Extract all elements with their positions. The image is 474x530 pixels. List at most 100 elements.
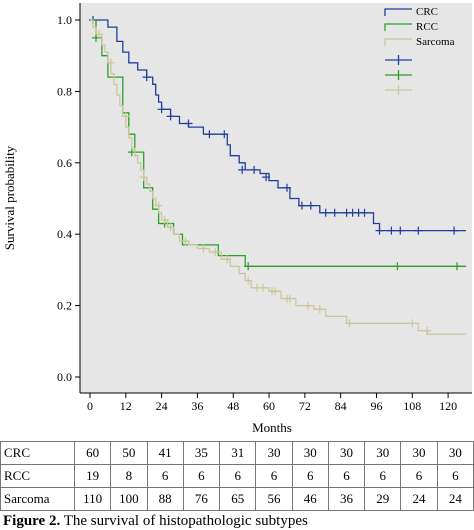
risk-row-rcc: RCC 19 8 6 6 6 6 6 6 6 6 6: [0, 464, 474, 488]
risk-count-cell: 6: [219, 464, 257, 488]
risk-count-cell: 6: [146, 464, 184, 488]
sarcoma-censor-mark: [271, 287, 279, 296]
risk-count-cell: 76: [182, 487, 221, 511]
risk-count-cell: 24: [400, 487, 438, 511]
sarcoma-censor-mark: [160, 215, 169, 224]
figure-caption-label: Figure 2.: [3, 513, 61, 529]
sarcoma-censor-mark: [244, 276, 253, 285]
rcc-legend-label: RCC: [416, 21, 438, 33]
crc-censor-mark: [396, 226, 405, 235]
survival-curves: [89, 16, 466, 335]
risk-count-cell: 31: [219, 441, 257, 465]
figure-caption-text: The survival of histopathologic subtypes: [60, 513, 308, 529]
risk-count-cell: 30: [327, 441, 366, 465]
crc-censor-mark: [262, 173, 271, 182]
risk-count-cell: 110: [73, 487, 112, 511]
sarcoma-censor-mark: [139, 173, 148, 182]
figure-caption: Figure 2. The survival of histopathologi…: [3, 512, 308, 530]
km-survival-chart: 0.0 0.2 0.4 0.6 0.8 1.0 0 12 24 36 48 60 72 84 96 108 12…: [2, 3, 472, 435]
risk-row-label: RCC: [0, 464, 75, 488]
sarcoma-censor-mark: [166, 223, 175, 232]
risk-count-cell: 6: [436, 464, 474, 488]
risk-count-cell: 6: [291, 464, 329, 488]
chart-legend: CRC RCC Sarcoma: [384, 6, 455, 95]
y-tick-label: 0.6: [57, 156, 72, 170]
risk-row-label: Sarcoma: [0, 487, 75, 511]
rcc-survival-curve: [90, 19, 466, 267]
risk-count-cell: 30: [255, 441, 293, 465]
crc-censor-mark: [250, 165, 259, 174]
rcc-legend-swatch: [384, 23, 412, 31]
crc-censor-mark: [387, 226, 396, 235]
sarcoma-censor-mark: [423, 326, 432, 335]
crc-censor-mark: [283, 183, 291, 192]
sarcoma-legend-censor-swatch: [385, 85, 412, 95]
risk-count-cell: 46: [291, 487, 329, 511]
y-tick-label: 0.0: [57, 370, 72, 384]
risk-count-cell: 35: [182, 441, 221, 465]
crc-legend-label: CRC: [416, 6, 438, 18]
risk-count-cell: 30: [436, 441, 474, 465]
risk-count-cell: 88: [146, 487, 184, 511]
risk-row-label: CRC: [0, 441, 75, 465]
crc-censor-mark: [330, 208, 339, 217]
x-tick-label: 36: [191, 399, 203, 413]
rcc-legend-censor-swatch: [385, 70, 412, 80]
risk-count-cell: 56: [255, 487, 293, 511]
y-tick-label: 0.4: [57, 227, 72, 241]
sarcoma-censor-mark: [95, 30, 103, 39]
sarcoma-censor-mark: [315, 305, 324, 314]
x-tick-label: 0: [87, 399, 93, 413]
risk-count-cell: 6: [364, 464, 402, 488]
sarcoma-legend-swatch: [384, 38, 412, 46]
risk-count-cell: 65: [219, 487, 257, 511]
y-tick-label: 0.2: [57, 299, 72, 313]
risk-count-cell: 6: [327, 464, 366, 488]
rcc-censor-mark: [244, 262, 253, 271]
sarcoma-censor-mark: [199, 244, 208, 253]
risk-count-cell: 36: [327, 487, 366, 511]
risk-row-sarcoma: Sarcoma 110 100 88 76 65 56 46 36 29 24 24: [0, 487, 474, 511]
crc-censor-mark: [220, 130, 229, 139]
risk-count-cell: 30: [400, 441, 438, 465]
sarcoma-censor-mark: [259, 283, 268, 292]
crc-censor-mark: [375, 226, 384, 235]
x-tick-label: 12: [120, 399, 132, 413]
risk-count-cell: 8: [110, 464, 148, 488]
sarcoma-censor-mark: [345, 319, 354, 328]
risk-count-cell: 30: [364, 441, 402, 465]
axes: 0.0 0.2 0.4 0.6 0.8 1.0 0 12 24 36 48 60 72 84 96 108 12…: [57, 3, 472, 413]
crc-censor-mark: [414, 226, 423, 235]
crc-censor-mark: [157, 105, 166, 114]
y-tick-label: 1.0: [57, 13, 72, 27]
x-tick-label: 96: [370, 399, 382, 413]
x-tick-label: 60: [263, 399, 275, 413]
crc-censor-mark: [360, 208, 369, 217]
risk-count-cell: 6: [400, 464, 438, 488]
risk-count-cell: 19: [73, 464, 112, 488]
rcc-censor-mark: [453, 262, 461, 271]
risk-count-cell: 29: [364, 487, 402, 511]
x-tick-label: 72: [299, 399, 311, 413]
risk-row-crc: CRC 60 50 41 35 31 30 30 30 30 30 30: [0, 441, 474, 465]
sarcoma-censor-mark: [106, 58, 115, 67]
crc-survival-curve: [90, 19, 466, 232]
crc-censor-mark: [297, 201, 306, 210]
risk-count-cell: 30: [291, 441, 329, 465]
x-tick-label: 24: [156, 399, 168, 413]
crc-censor-mark: [205, 130, 214, 139]
y-axis-title: Survival probability: [2, 145, 17, 250]
sarcoma-censor-mark: [223, 255, 232, 264]
crc-censor-mark: [450, 226, 459, 235]
sarcoma-censor-mark: [408, 319, 417, 328]
number-at-risk-table: CRC 60 50 41 35 31 30 30 30 30 30 30 RCC 19 8 6 6 6 6 6 6 6 6 6…: [0, 441, 474, 511]
crc-legend-censor-swatch: [385, 55, 412, 65]
crc-censor-mark: [306, 201, 315, 210]
crc-censor-mark: [321, 208, 330, 217]
crc-censor-mark: [238, 165, 247, 174]
sarcoma-censor-mark: [121, 112, 130, 121]
sarcoma-censor-mark: [154, 201, 163, 210]
x-axis-title: Months: [252, 420, 292, 435]
rcc-censor-mark: [393, 262, 402, 271]
risk-count-cell: 6: [255, 464, 293, 488]
